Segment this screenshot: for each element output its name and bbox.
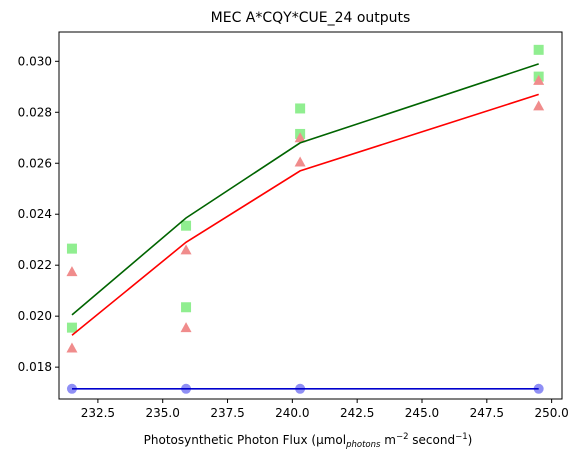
plot-frame — [58, 31, 563, 400]
series-line — [71, 63, 539, 316]
triangle-point — [66, 342, 78, 353]
x-tick-label: 250.0 — [534, 406, 568, 420]
y-tick-label: 0.020 — [18, 309, 52, 323]
square-point — [66, 243, 77, 254]
y-tick-label: 0.018 — [18, 360, 52, 374]
square-point — [295, 103, 306, 114]
triangle-point — [180, 322, 192, 333]
x-axis-ticks: 232.5 235.0 237.5 240.0 242.5 245.0 247.5 250.0 — [81, 399, 569, 420]
triangle-point — [533, 100, 545, 111]
square-point — [66, 322, 77, 333]
square-point — [181, 302, 192, 313]
series-line — [71, 93, 539, 336]
y-tick-label: 0.024 — [18, 207, 52, 221]
x-tick-label: 232.5 — [81, 406, 115, 420]
y-axis-ticks: 0.018 0.020 0.022 0.024 0.026 0.028 0.030 — [18, 54, 59, 374]
circle-point — [66, 383, 77, 394]
x-tick-label: 245.0 — [405, 406, 439, 420]
square-point — [181, 220, 192, 231]
y-tick-label: 0.022 — [18, 258, 52, 272]
x-axis-label: Photosynthetic Photon Flux (μmolphotons … — [144, 432, 473, 450]
triangle-point — [533, 74, 545, 85]
x-tick-label: 247.5 — [470, 406, 504, 420]
y-tick-label: 0.028 — [18, 105, 52, 119]
triangle-point — [294, 156, 306, 167]
triangle-point — [66, 266, 78, 277]
chart-marks — [66, 44, 545, 394]
square-point — [533, 44, 544, 55]
x-tick-label: 240.0 — [275, 406, 309, 420]
y-tick-label: 0.026 — [18, 156, 52, 170]
triangle-point — [294, 132, 306, 143]
x-tick-label: 237.5 — [210, 406, 244, 420]
chart-title: MEC A*CQY*CUE_24 outputs — [211, 10, 411, 26]
x-tick-label: 235.0 — [146, 406, 180, 420]
y-tick-label: 0.030 — [18, 54, 52, 68]
x-tick-label: 242.5 — [340, 406, 374, 420]
triangle-point — [180, 244, 192, 255]
